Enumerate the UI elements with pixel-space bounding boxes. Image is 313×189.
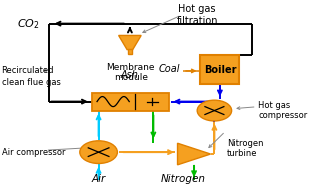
Text: Hot gas
filtration: Hot gas filtration: [177, 4, 218, 26]
FancyBboxPatch shape: [92, 93, 169, 111]
Text: Membrane
module: Membrane module: [107, 63, 155, 82]
Text: Ash: Ash: [121, 70, 139, 80]
Text: Recirculated
clean flue gas: Recirculated clean flue gas: [2, 67, 60, 87]
Text: Air compressor: Air compressor: [2, 148, 65, 157]
Polygon shape: [119, 36, 141, 50]
Circle shape: [80, 141, 117, 163]
FancyBboxPatch shape: [200, 55, 239, 84]
Polygon shape: [177, 143, 211, 165]
Text: Boiler: Boiler: [204, 65, 236, 74]
Text: Hot gas
compressor: Hot gas compressor: [258, 101, 307, 120]
Text: Coal: Coal: [158, 64, 180, 74]
Bar: [128, 49, 132, 54]
Circle shape: [197, 100, 232, 121]
Text: Nitrogen
turbine: Nitrogen turbine: [227, 139, 264, 158]
Text: Air: Air: [91, 174, 106, 184]
Text: Nitrogen: Nitrogen: [161, 174, 206, 184]
Text: $CO_2$: $CO_2$: [17, 17, 40, 31]
